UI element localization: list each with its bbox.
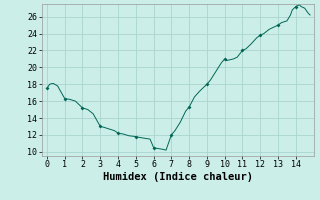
X-axis label: Humidex (Indice chaleur): Humidex (Indice chaleur) [103,172,252,182]
